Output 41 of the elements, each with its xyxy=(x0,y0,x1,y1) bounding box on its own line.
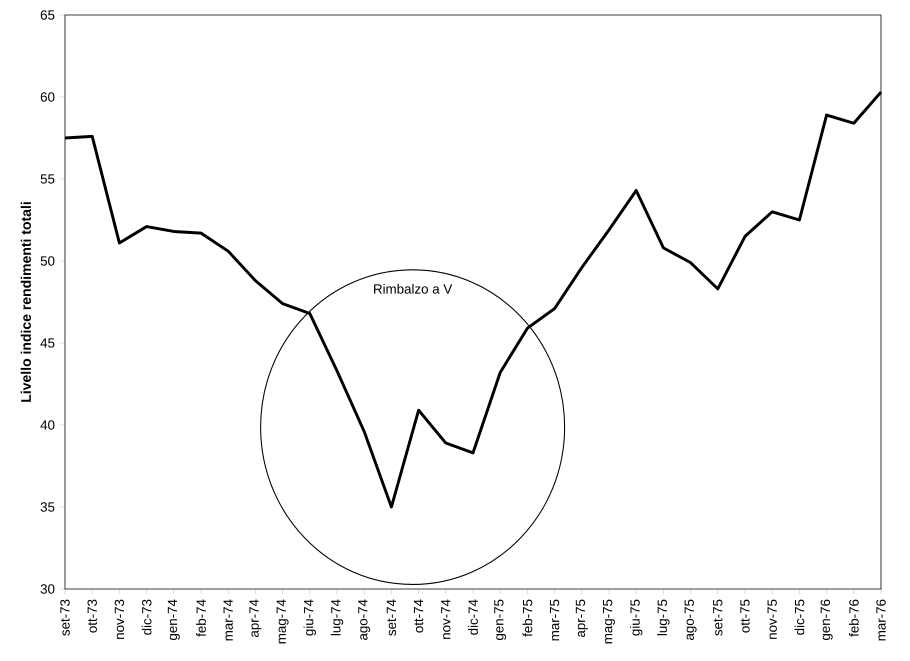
y-tick-label: 55 xyxy=(40,174,54,184)
x-tick-label: ago-75 xyxy=(684,600,697,640)
x-tick-label: feb-74 xyxy=(196,599,206,637)
x-tick-label: mar-75 xyxy=(550,600,560,640)
y-tick-label: 45 xyxy=(40,338,54,348)
x-tick-label: set-74 xyxy=(386,599,396,636)
x-tick-label: gen-75 xyxy=(494,600,506,640)
x-tick-label: apr-75 xyxy=(576,600,588,638)
x-tick-label: giu-74 xyxy=(304,599,316,636)
x-tick-label: mag-74 xyxy=(276,599,289,644)
x-tick-label: ott-73 xyxy=(87,600,97,633)
x-tick-label: lug-74 xyxy=(330,599,344,636)
x-tick-label: feb-76 xyxy=(848,600,859,637)
x-tick-label: gen-74 xyxy=(168,599,180,640)
x-tick-label: ott-75 xyxy=(740,600,750,633)
x-tick-label: mar-76 xyxy=(876,600,886,640)
x-tick-label: nov-74 xyxy=(441,599,450,639)
y-tick-label: 60 xyxy=(40,92,54,102)
x-tick-label: ott-74 xyxy=(414,599,424,633)
x-tick-label: lug-75 xyxy=(657,600,670,636)
x-tick-label: set-75 xyxy=(713,600,722,636)
x-tick-label: apr-74 xyxy=(249,599,262,638)
y-tick-label: 65 xyxy=(40,10,54,20)
x-tick-label: dic-74 xyxy=(468,599,478,635)
y-tick-label: 30 xyxy=(40,584,54,594)
x-tick-label: mag-75 xyxy=(603,600,615,644)
annotation: Rimbalzo a V xyxy=(374,284,452,294)
y-tick-label: 40 xyxy=(40,420,54,430)
x-tick-label: nov-73 xyxy=(114,600,124,639)
x-tick-label: nov-75 xyxy=(768,600,777,639)
x-tick-label: mar-74 xyxy=(224,599,233,640)
x-tick-label: set-73 xyxy=(60,600,70,636)
x-tick-label: ago-74 xyxy=(358,599,370,640)
x-tick-label: gen-76 xyxy=(820,600,833,640)
x-tick-label: giu-75 xyxy=(630,600,642,636)
x-tick-label: feb-75 xyxy=(522,600,532,637)
y-axis-title: Livello indice rendimenti totali xyxy=(20,202,31,402)
x-tick-label: dic-75 xyxy=(794,600,804,635)
x-tick-label: dic-73 xyxy=(142,600,152,635)
y-tick-label: 35 xyxy=(40,502,54,512)
y-tick-label: 50 xyxy=(40,256,54,266)
